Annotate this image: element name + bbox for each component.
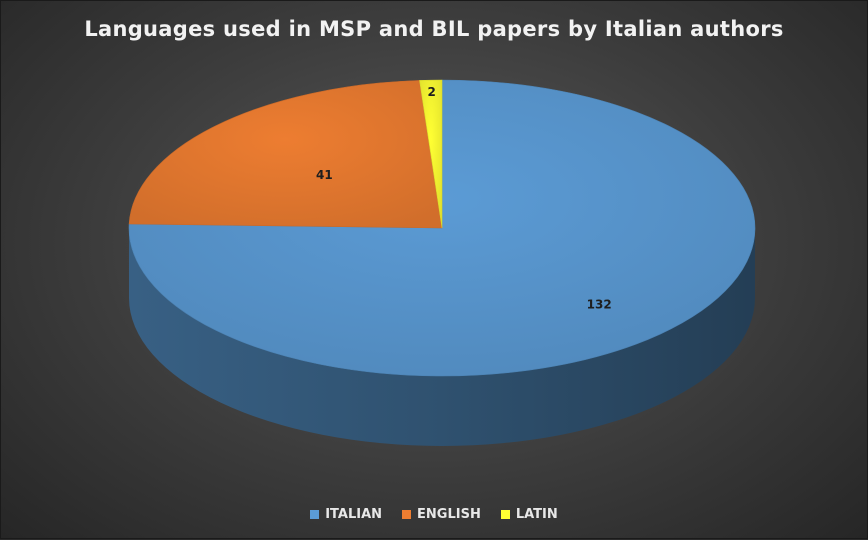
pie-slice-latin xyxy=(419,79,443,229)
legend-label: ITALIAN xyxy=(325,507,383,522)
data-label-english: 41 xyxy=(316,168,333,182)
legend-swatch xyxy=(310,510,320,519)
data-label-latin: 2 xyxy=(427,85,435,99)
legend-item-english: ENGLISH xyxy=(402,507,481,522)
legend: ITALIAN ENGLISH LATIN xyxy=(1,507,867,522)
pie-slice-english xyxy=(128,80,443,229)
pie-side-italian xyxy=(129,228,755,446)
legend-label: ENGLISH xyxy=(417,507,481,522)
pie-slice-italian xyxy=(128,79,756,377)
chart-title: Languages used in MSP and BIL papers by … xyxy=(84,17,784,41)
legend-swatch xyxy=(500,510,510,519)
legend-label: LATIN xyxy=(515,507,558,522)
legend-item-italian: ITALIAN xyxy=(310,507,382,522)
legend-item-latin: LATIN xyxy=(500,507,558,522)
data-label-italian: 132 xyxy=(587,297,612,311)
legend-swatch xyxy=(402,510,412,519)
